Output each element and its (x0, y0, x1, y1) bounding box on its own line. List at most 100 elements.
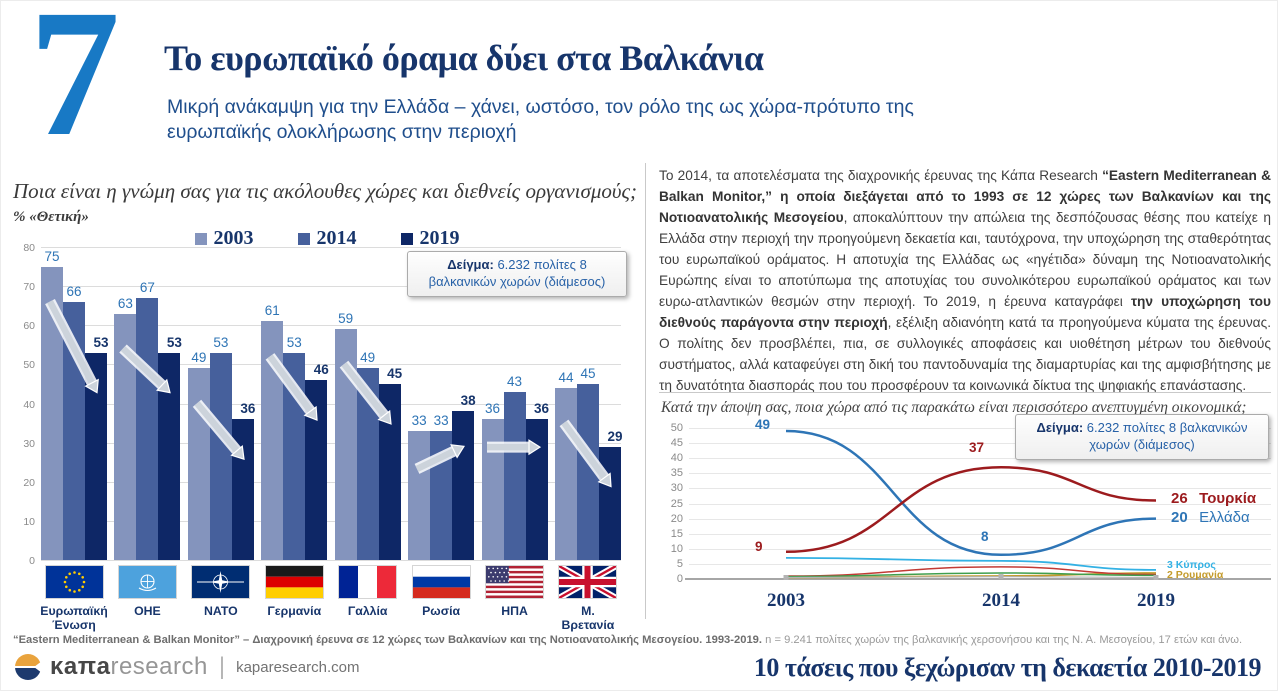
y-axis-label: 35 (670, 467, 683, 479)
footnote: “Eastern Mediterranean & Balkan Monitor”… (13, 634, 1269, 646)
paragraph-segment: Το 2014, τα αποτελέσματα της διαχρονικής… (659, 168, 1103, 183)
y-axis-label: 20 (670, 513, 683, 525)
bar-chart-question: Ποια είναι η γνώμη σας για τις ακόλουθες… (13, 179, 638, 203)
sample-label: Δείγμα: (447, 257, 494, 272)
legend-swatch (194, 232, 207, 245)
gridline (689, 519, 1271, 520)
y-axis-label: 50 (23, 359, 35, 371)
footnote-bold: “Eastern Mediterranean & Balkan Monitor”… (13, 634, 763, 646)
logo-separator: | (218, 653, 226, 680)
bar-group-3: 61 53 46 (261, 247, 329, 560)
gridline (41, 521, 621, 522)
y-axis-label: 20 (23, 477, 35, 489)
analysis-paragraph: Το 2014, τα αποτελέσματα της διαχρονικής… (659, 166, 1271, 396)
gridline (41, 325, 621, 326)
y-axis-label: 40 (23, 399, 35, 411)
horizontal-divider (659, 392, 1271, 393)
paragraph-segment: την υποχώρηση του διεθνούς παράγοντα στη… (659, 293, 1271, 330)
bar-group-2: 49 53 36 (187, 247, 255, 560)
category-label: ΗΠΑ (501, 604, 528, 618)
line-series-minor-4 (785, 566, 1157, 577)
legend-swatch (297, 232, 310, 245)
category-5: Ρωσία (408, 565, 474, 632)
sample-text: 6.232 πολίτες 8 βαλκανικών χωρών (διάμεσ… (1083, 420, 1248, 452)
bar-2014 (209, 352, 232, 560)
series-end-label: 3 Κύπρος (1167, 559, 1216, 571)
bar-value-label: 53 (286, 334, 302, 350)
marker-square (998, 574, 1004, 580)
bar-value-label: 46 (313, 362, 329, 377)
line-series-minor-5 (785, 572, 1157, 578)
bar-chart: 0 10 20 30 40 50 60 70 80 75 66 53 63 67 53 49 53 36 6… (13, 242, 641, 633)
page-subtitle: Μικρή ανάκαμψη για την Ελλάδα – χάνει, ω… (167, 96, 914, 144)
bar-2019 (85, 352, 107, 560)
legend-label: 2014 (316, 227, 357, 249)
bar-group-4: 59 49 45 (334, 247, 402, 560)
bar-value-label: 44 (558, 369, 574, 385)
category-label: NATO (203, 604, 238, 618)
page-title: Το ευρωπαϊκό όραμα δύει στα Βαλκάνια (164, 38, 764, 78)
y-axis-label: 25 (670, 498, 683, 510)
bar-value-label: 75 (44, 248, 60, 264)
paragraph-segment: , εξέλιξη αδιανόητη κατά τα προηγούμενα … (659, 314, 1271, 393)
point-label: 37 (969, 440, 985, 455)
gridline (689, 473, 1271, 474)
legend-item-2019: 2019 (400, 227, 460, 250)
logo-text: κaπaresearch (50, 653, 208, 680)
bar-2019 (158, 352, 181, 560)
line-plot-area (783, 429, 1159, 580)
bar-2003 (187, 368, 210, 560)
legend-swatch (400, 232, 413, 245)
bar-2019 (525, 419, 548, 560)
line-chart: 0 5 10 15 20 25 30 35 40 45 50 49 8 20 Ελλάδα 9 37 26 Το… (659, 414, 1271, 614)
russia-flag-icon (411, 565, 471, 599)
marker-square (1153, 575, 1159, 580)
gridline (689, 504, 1271, 505)
category-label: ΟΗΕ (134, 604, 161, 618)
france-flag-icon (338, 565, 398, 599)
bar-chart-metric: % «Θετική» (13, 209, 89, 225)
gridline (689, 458, 1271, 459)
y-axis-label: 60 (23, 320, 35, 332)
bar-value-label: 63 (117, 295, 133, 311)
gridline (689, 428, 1271, 429)
gridline (689, 564, 1271, 565)
bar-2019 (231, 419, 254, 560)
line-series-Κύπρος (785, 557, 1157, 571)
bar-value-label: 45 (387, 365, 403, 381)
footnote-regular: n = 9.241 πολίτες χωρών της βαλκανικής χ… (762, 634, 1243, 646)
bar-value-label: 59 (338, 311, 354, 327)
legend-item-2003: 2003 (194, 227, 254, 250)
point-label: 49 (755, 417, 771, 432)
gridline (41, 560, 621, 561)
y-axis-label: 0 (29, 555, 35, 567)
gridline (41, 286, 621, 287)
bar-value-label: 53 (166, 334, 182, 350)
category-3: Γερμανία (261, 565, 327, 632)
bar-chart-panel: Ποια είναι η γνώμη σας για τις ακόλουθες… (13, 179, 641, 633)
bar-value-label: 33 (433, 412, 449, 428)
paragraph-segment: , αποκαλύπτουν την απώλεια της δεσπόζουσ… (659, 209, 1271, 309)
x-axis-label: 2003 (767, 590, 805, 611)
gridline (41, 482, 621, 483)
marker-square (783, 575, 789, 580)
category-1: ΟΗΕ (114, 565, 180, 632)
germany-flag-icon (264, 565, 324, 599)
bar-value-label: 49 (360, 350, 376, 366)
category-2: NATO (188, 565, 254, 632)
y-axis-label: 80 (23, 242, 35, 254)
bar-value-label: 36 (240, 401, 256, 417)
category-label: Ευρωπαϊκή Ένωση (40, 604, 108, 633)
sample-label: Δείγμα: (1036, 420, 1084, 435)
category-label: Μ. Βρετανία (561, 604, 615, 633)
gridline (689, 534, 1271, 535)
slide-number: 7 (29, 0, 120, 174)
y-axis-label: 0 (676, 573, 683, 585)
category-4: Γαλλία (335, 565, 401, 632)
flag-row: Ευρωπαϊκή Ένωση ΟΗΕ NATO (40, 565, 621, 633)
logo-website: kaparesearch.com (236, 658, 360, 676)
bar-2003 (481, 419, 504, 560)
vertical-divider (645, 163, 646, 619)
legend-label: 2003 (213, 227, 254, 249)
bar-value-label: 36 (485, 401, 501, 417)
